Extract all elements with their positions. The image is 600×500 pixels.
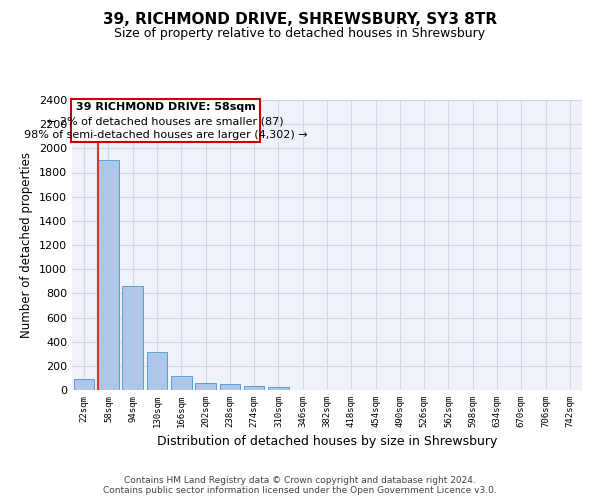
Bar [98, 160, 119, 390]
Text: 98% of semi-detached houses are larger (4,302) →: 98% of semi-detached houses are larger (… [23, 130, 307, 140]
Text: Contains public sector information licensed under the Open Government Licence v3: Contains public sector information licen… [103, 486, 497, 495]
Bar [74, 380, 94, 390]
Bar [220, 384, 240, 390]
Bar [268, 387, 289, 390]
Bar [171, 376, 191, 390]
Text: 39, RICHMOND DRIVE, SHREWSBURY, SY3 8TR: 39, RICHMOND DRIVE, SHREWSBURY, SY3 8TR [103, 12, 497, 28]
Text: Size of property relative to detached houses in Shrewsbury: Size of property relative to detached ho… [115, 28, 485, 40]
Bar [244, 386, 265, 390]
X-axis label: Distribution of detached houses by size in Shrewsbury: Distribution of detached houses by size … [157, 436, 497, 448]
Bar [195, 383, 216, 390]
Bar [146, 352, 167, 390]
Text: ← 2% of detached houses are smaller (87): ← 2% of detached houses are smaller (87) [47, 116, 284, 126]
Bar [122, 286, 143, 390]
Y-axis label: Number of detached properties: Number of detached properties [20, 152, 34, 338]
Text: 39 RICHMOND DRIVE: 58sqm: 39 RICHMOND DRIVE: 58sqm [76, 102, 256, 113]
Text: Contains HM Land Registry data © Crown copyright and database right 2024.: Contains HM Land Registry data © Crown c… [124, 476, 476, 485]
